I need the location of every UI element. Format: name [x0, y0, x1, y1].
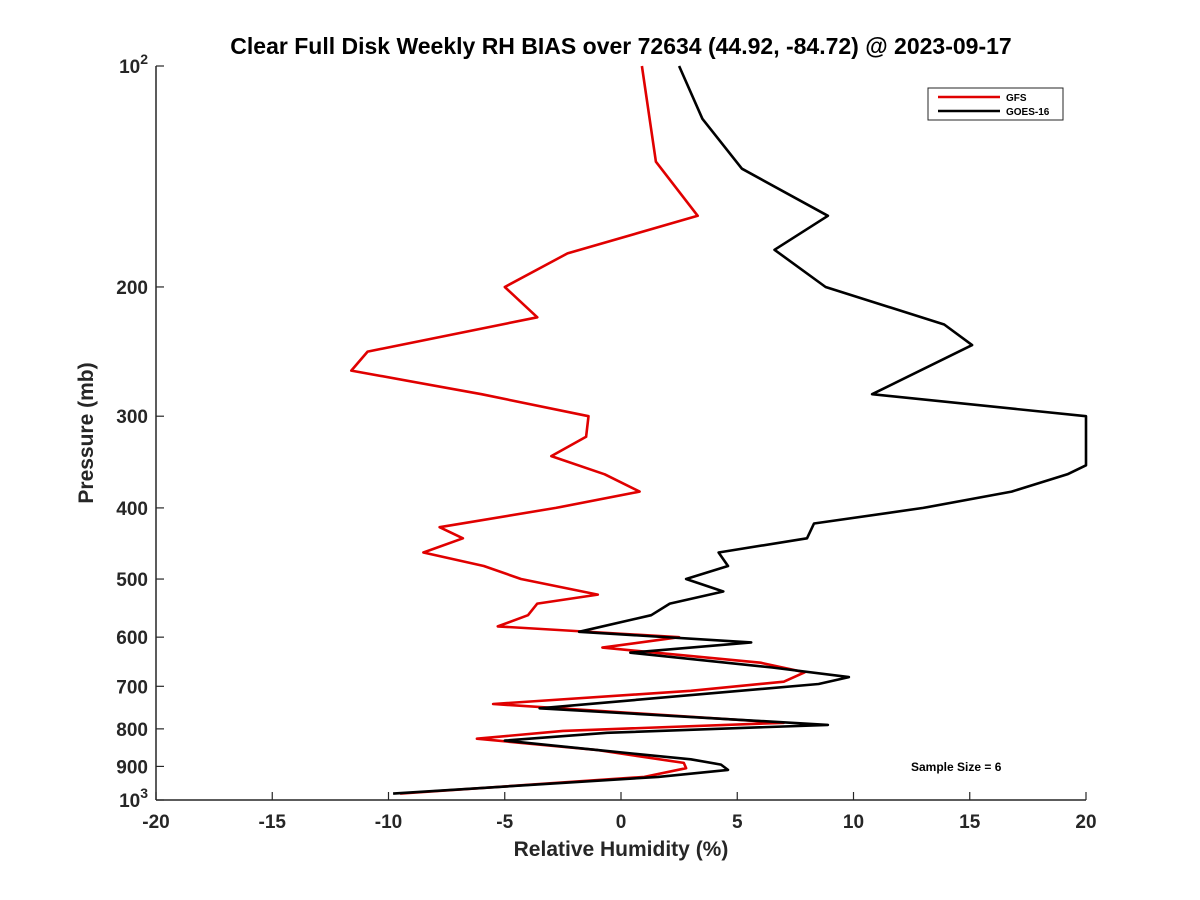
sample-size-annotation: Sample Size = 6	[911, 760, 1002, 774]
x-tick-label: -5	[496, 812, 513, 833]
y-tick-label: 900	[116, 757, 148, 778]
series-line-goes16	[393, 65, 1088, 795]
x-axis-label: Relative Humidity (%)	[514, 838, 729, 861]
x-tick-label: -20	[142, 812, 169, 833]
x-tick-label: -10	[375, 812, 402, 833]
y-tick-label: 300	[116, 407, 148, 428]
legend: GFS GOES-16	[927, 87, 1064, 121]
series-line-gfs	[349, 65, 807, 795]
legend-label-gfs: GFS	[1006, 93, 1027, 104]
legend-label-goes16: GOES-16	[1006, 107, 1050, 118]
y-tick-label: 400	[116, 499, 148, 520]
x-tick-label: 5	[732, 812, 743, 833]
x-axis-ticks: -20 -15 -10 -5 0 5 10 15 20	[142, 792, 1097, 833]
y-tick-label: 600	[116, 628, 148, 649]
x-tick-label: 20	[1075, 812, 1096, 833]
x-tick-label: -15	[259, 812, 287, 833]
y-axis-ticks: 102 200 300 400 500 600 700 800 900 103	[116, 51, 164, 812]
x-tick-label: 10	[843, 812, 864, 833]
x-tick-label: 15	[959, 812, 981, 833]
y-tick-label: 800	[116, 720, 148, 741]
y-axis-label: Pressure (mb)	[75, 362, 98, 503]
y-tick-label: 500	[116, 570, 148, 591]
y-tick-label: 103	[119, 785, 148, 812]
chart-title: Clear Full Disk Weekly RH BIAS over 7263…	[230, 33, 1011, 59]
series-layer	[349, 65, 1088, 795]
x-tick-label: 0	[616, 812, 627, 833]
plot-area	[156, 66, 1086, 800]
legend-box	[927, 87, 1064, 121]
y-tick-label: 102	[119, 51, 148, 78]
y-tick-label: 700	[116, 677, 148, 698]
y-tick-label: 200	[116, 278, 148, 299]
